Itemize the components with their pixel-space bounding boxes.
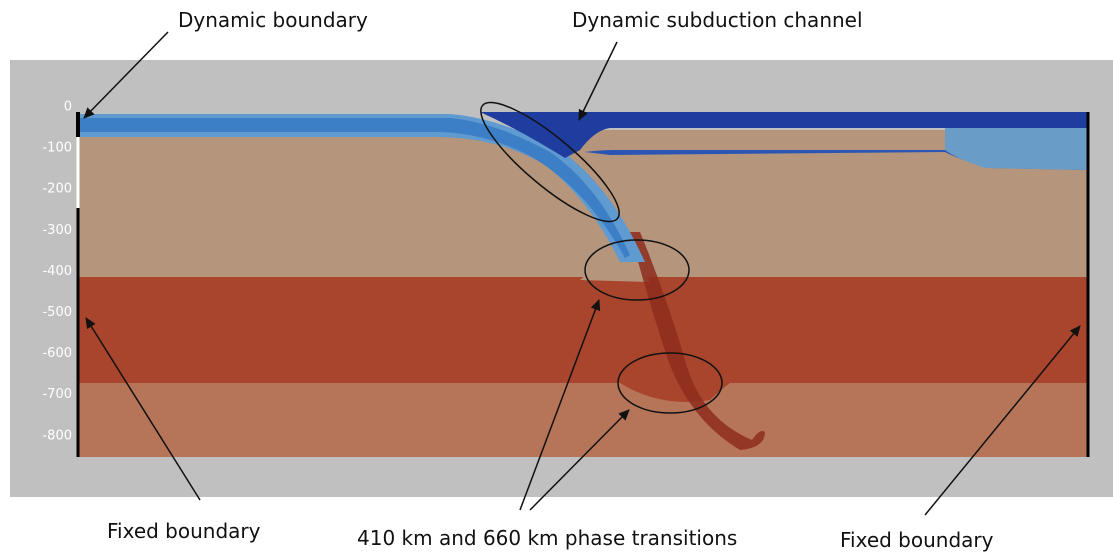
annotation: Fixed boundary bbox=[840, 528, 994, 552]
figure: Dynamic boundary Dynamic subduction chan… bbox=[0, 0, 1113, 553]
lower-mantle bbox=[78, 383, 1088, 457]
annotation: 410 km and 660 km phase transitions bbox=[357, 526, 737, 550]
depth-label: -200 bbox=[42, 182, 72, 197]
depth-label: -800 bbox=[42, 428, 72, 443]
upper-mantle bbox=[78, 130, 1088, 280]
annotation: Fixed boundary bbox=[107, 519, 261, 543]
depth-label: -400 bbox=[42, 264, 72, 279]
annotation: Dynamic boundary bbox=[178, 8, 368, 32]
depth-label: -100 bbox=[42, 141, 72, 156]
depth-label: 0 bbox=[64, 100, 72, 115]
depth-label: -700 bbox=[42, 387, 72, 402]
depth-label: -300 bbox=[42, 223, 72, 238]
depth-label: -600 bbox=[42, 346, 72, 361]
transition-zone bbox=[78, 277, 1088, 385]
depth-labels: 0 -100 -200 -300 -400 -500 -600 -700 -800 bbox=[42, 100, 72, 444]
depth-label: -500 bbox=[42, 305, 72, 320]
annotation: Dynamic subduction channel bbox=[572, 8, 863, 32]
